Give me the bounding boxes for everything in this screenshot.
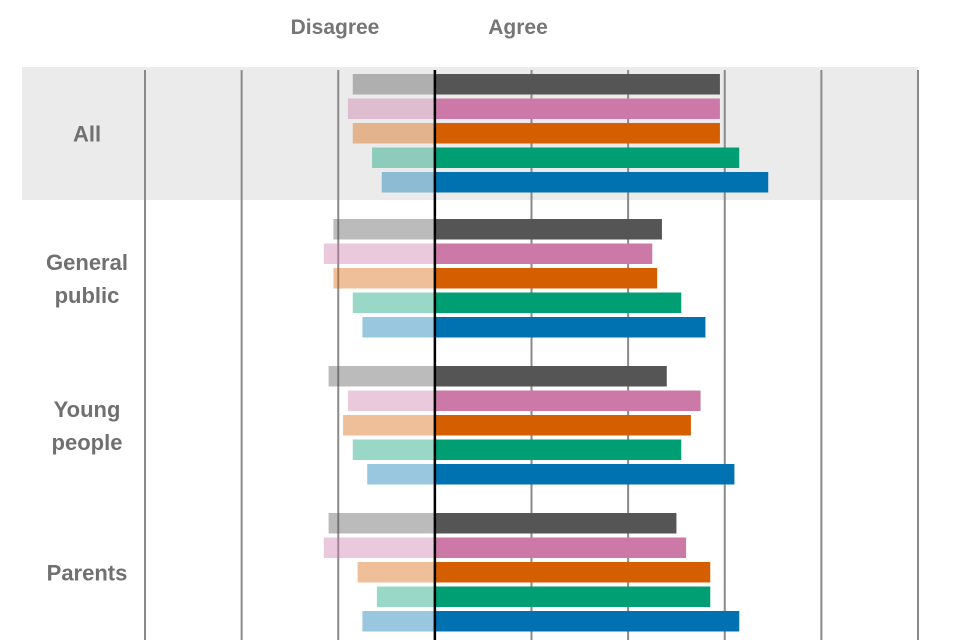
disagree-bar xyxy=(372,147,435,168)
disagree-header: Disagree xyxy=(291,16,380,39)
category-label: All xyxy=(73,121,101,146)
disagree-bar xyxy=(323,537,435,558)
disagree-bar xyxy=(333,268,435,289)
agree-bar xyxy=(434,74,720,95)
disagree-bar xyxy=(347,390,435,411)
disagree-bar xyxy=(352,439,435,460)
category-label-line: All xyxy=(73,121,101,146)
agree-bar xyxy=(434,172,769,193)
disagree-bar xyxy=(328,513,435,534)
disagree-bar xyxy=(367,464,435,485)
disagree-bar xyxy=(343,415,435,436)
agree-bar xyxy=(434,219,662,240)
agree-bar xyxy=(434,586,711,607)
disagree-bar xyxy=(347,98,435,119)
category-label-line: General xyxy=(46,250,128,275)
agree-bar xyxy=(434,611,740,632)
agree-bar xyxy=(434,390,701,411)
category-label-line: people xyxy=(52,430,123,455)
agree-bar xyxy=(434,366,667,387)
agree-bar xyxy=(434,513,677,534)
agree-bar xyxy=(434,123,720,144)
disagree-bar xyxy=(352,292,435,313)
disagree-bar xyxy=(352,123,435,144)
category-label-line: Young xyxy=(54,397,121,422)
disagree-bar xyxy=(352,74,435,95)
disagree-bar xyxy=(362,611,435,632)
disagree-bar xyxy=(333,219,435,240)
category-label: Parents xyxy=(47,560,128,585)
category-label-line: public xyxy=(55,283,120,308)
disagree-bar xyxy=(357,562,435,583)
agree-bar xyxy=(434,317,706,338)
agree-bar xyxy=(434,537,687,558)
agree-bar xyxy=(434,243,653,264)
category-label: General public xyxy=(46,250,128,308)
agree-bar xyxy=(434,98,720,119)
category-label: Young people xyxy=(52,397,123,455)
agree-bar xyxy=(434,415,691,436)
agree-bar xyxy=(434,292,682,313)
disagree-bar xyxy=(323,243,435,264)
agree-bar xyxy=(434,464,735,485)
disagree-bar xyxy=(376,586,435,607)
agree-bar xyxy=(434,147,740,168)
agree-bar xyxy=(434,562,711,583)
disagree-bar xyxy=(328,366,435,387)
agree-header: Agree xyxy=(488,16,548,39)
agree-bar xyxy=(434,439,682,460)
disagree-bar xyxy=(381,172,435,193)
disagree-bar xyxy=(362,317,435,338)
category-label-line: Parents xyxy=(47,560,128,585)
agree-bar xyxy=(434,268,658,289)
